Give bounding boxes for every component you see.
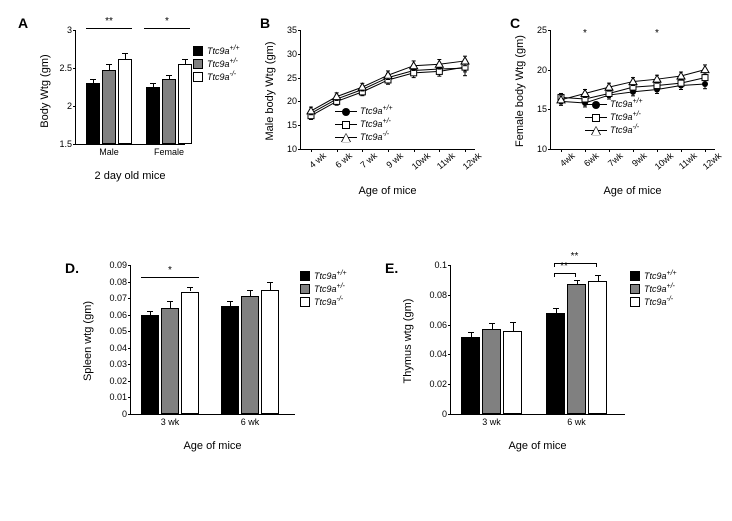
panel-e-legend: Ttc9a+/+ Ttc9a+/- Ttc9a-/-: [630, 270, 677, 309]
panel-a-ylabel: Body Wtg (gm): [39, 46, 51, 136]
panel-d: Spleen wtg (gm) 00.010.020.030.040.050.0…: [105, 265, 365, 475]
legend-ko: Ttc9a-/-: [630, 296, 677, 307]
figure: A Body Wtg (gm) 1.522.53MaleFemale*** 2 …: [10, 10, 722, 511]
panel-d-legend: Ttc9a+/+ Ttc9a+/- Ttc9a-/-: [300, 270, 347, 309]
legend-het: Ttc9a+/-: [630, 283, 677, 294]
panel-c-xlabel: Age of mice: [550, 185, 715, 197]
panel-d-ylabel: Spleen wtg (gm): [82, 286, 94, 396]
panel-a-label: A: [18, 15, 28, 31]
legend-het: Ttc9a+/-: [335, 118, 393, 129]
panel-b-legend: Ttc9a+/+ Ttc9a+/- Ttc9a-/-: [335, 105, 393, 144]
panel-a: Body Wtg (gm) 1.522.53MaleFemale*** 2 da…: [55, 30, 205, 205]
legend-ko: Ttc9a-/-: [585, 124, 643, 135]
panel-c-legend: Ttc9a+/+ Ttc9a+/- Ttc9a-/-: [585, 98, 643, 137]
legend-wt: Ttc9a+/+: [585, 98, 643, 109]
legend-ko: Ttc9a-/-: [193, 71, 240, 82]
panel-b-xlabel: Age of mice: [300, 185, 475, 197]
panel-e-plot: 00.020.040.060.080.13 wk6 wk****: [450, 265, 625, 415]
panel-b: Male body Wtg (gm) 1015202530354 wk6 wk7…: [280, 30, 490, 220]
legend-het: Ttc9a+/-: [193, 58, 240, 69]
legend-wt: Ttc9a+/+: [335, 105, 393, 116]
panel-e-label: E.: [385, 260, 398, 276]
legend-ko: Ttc9a-/-: [335, 131, 393, 142]
legend-wt: Ttc9a+/+: [193, 45, 240, 56]
legend-het: Ttc9a+/-: [585, 111, 643, 122]
panel-b-label: B: [260, 15, 270, 31]
legend-ko: Ttc9a-/-: [300, 296, 347, 307]
panel-a-xlabel: 2 day old mice: [75, 170, 185, 182]
panel-b-ylabel: Male body Wtg (gm): [264, 31, 276, 151]
panel-d-xlabel: Age of mice: [130, 440, 295, 452]
panel-d-label: D.: [65, 260, 79, 276]
panel-c: Female body Wtg (gm) 101520254wk6wk7wk9w…: [530, 30, 725, 220]
legend-wt: Ttc9a+/+: [300, 270, 347, 281]
panel-e-ylabel: Thymus wtg (gm): [402, 286, 414, 396]
panel-d-plot: 00.010.020.030.040.050.060.070.080.093 w…: [130, 265, 295, 415]
panel-a-plot: 1.522.53MaleFemale***: [75, 30, 185, 145]
panel-e-xlabel: Age of mice: [450, 440, 625, 452]
panel-c-ylabel: Female body Wtg (gm): [514, 26, 526, 156]
panel-e: Thymus wtg (gm) 00.020.040.060.080.13 wk…: [425, 265, 705, 475]
panel-a-legend: Ttc9a+/+ Ttc9a+/- Ttc9a-/-: [193, 45, 240, 84]
legend-het: Ttc9a+/-: [300, 283, 347, 294]
legend-wt: Ttc9a+/+: [630, 270, 677, 281]
